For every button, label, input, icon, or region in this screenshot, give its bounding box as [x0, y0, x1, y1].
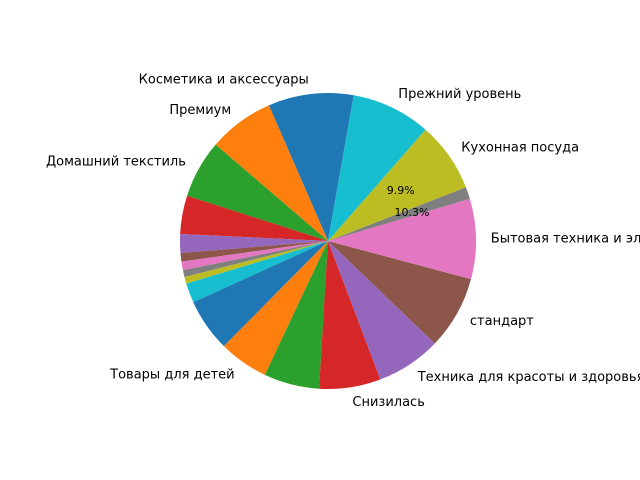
slice-label: Техника для красоты и здоровья — [417, 370, 640, 385]
pie-slice — [328, 198, 476, 280]
pie-slice — [264, 241, 328, 389]
slice-label: Бытовая техника и электроника — [491, 232, 640, 247]
pie-slice — [328, 95, 426, 241]
pie-slice — [179, 234, 328, 254]
slice-label: Премиум — [169, 103, 231, 118]
pie-slice — [319, 241, 381, 390]
slice-label: Товары для детей — [109, 367, 234, 382]
slice-label: Снизилась — [352, 395, 424, 410]
slice-percent-label: 10.3% — [395, 206, 430, 219]
pie-slice — [268, 93, 354, 241]
slice-label: Косметика и аксессуары — [139, 72, 309, 87]
pie-slice — [328, 241, 471, 344]
pie-slice — [187, 144, 328, 241]
pie-slice — [180, 241, 328, 262]
pie-slice — [186, 241, 328, 303]
pie-slice — [181, 241, 328, 271]
pie-slice — [328, 129, 466, 241]
pie-slice — [182, 241, 328, 277]
slice-label: Домашний текстиль — [46, 155, 186, 170]
pie-slice — [328, 241, 435, 380]
pie-slice — [328, 187, 470, 241]
pie-slices — [179, 93, 476, 390]
pie-slice — [215, 105, 328, 241]
pie-slice — [180, 195, 328, 241]
slice-percent-label: 9.9% — [387, 184, 415, 197]
pie-slice — [184, 241, 328, 284]
pie-slice — [223, 241, 328, 375]
slice-label: Прежний уровень — [398, 87, 521, 102]
pie-slice — [193, 241, 328, 347]
slice-label: Кухонная посуда — [461, 141, 579, 156]
slice-label: стандарт — [470, 314, 534, 329]
pie-labels: Косметика и аксессуары Премиум Домашний те… — [46, 72, 640, 410]
